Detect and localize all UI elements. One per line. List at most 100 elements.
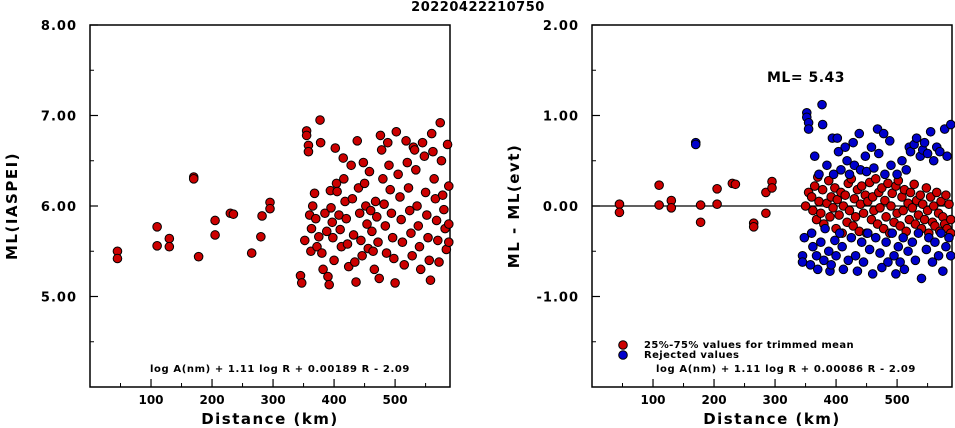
left-point-series-0: [321, 226, 332, 237]
right-point-series-1: [840, 142, 851, 152]
right-y-tick-label: 2.00: [543, 19, 579, 34]
right-point-series-0: [800, 201, 811, 211]
left-point-series-0: [442, 139, 453, 150]
left-point-series-0: [371, 212, 382, 222]
left-point-series-0: [365, 205, 376, 216]
right-point-series-1: [880, 169, 890, 180]
left-point-series-0: [362, 219, 372, 229]
right-point-series-1: [806, 228, 817, 238]
left-point-series-0: [411, 165, 421, 175]
left-point-series-0: [439, 204, 449, 215]
right-point-series-0: [695, 217, 706, 228]
right-point-series-1: [895, 257, 905, 267]
right-point-series-1: [869, 163, 879, 173]
right-point-series-0: [654, 180, 664, 190]
right-point-series-1: [838, 264, 849, 275]
right-x-tick-label: 400: [824, 393, 849, 407]
right-point-series-1: [934, 146, 945, 157]
left-point-series-0: [326, 203, 336, 213]
left-y-tick-label: 7.00: [41, 110, 77, 125]
right-point-series-0: [881, 212, 891, 222]
right-point-series-1: [903, 246, 913, 257]
left-point-series-0: [367, 226, 377, 237]
right-point-series-1: [899, 264, 910, 275]
right-point-series-1: [928, 155, 939, 166]
left-point-series-0: [417, 137, 428, 148]
right-point-series-1: [875, 248, 885, 258]
left-point-series-0: [152, 222, 162, 232]
left-point-series-0: [399, 260, 410, 270]
right-point-series-1: [832, 133, 843, 143]
right-point-series-1: [816, 237, 826, 247]
left-point-series-0: [419, 151, 430, 162]
right-point-series-0: [767, 183, 777, 193]
right-point-series-1: [820, 223, 830, 234]
right-point-series-0: [870, 174, 881, 184]
left-point-series-0: [434, 257, 444, 267]
right-point-series-1: [843, 255, 854, 266]
left-point-series-0: [188, 174, 199, 184]
left-point-series-0: [424, 255, 435, 266]
right-point-series-1: [881, 237, 891, 247]
left-point-series-0: [443, 219, 454, 229]
right-point-series-1: [819, 255, 829, 266]
right-point-series-0: [928, 201, 939, 211]
left-point-series-0: [409, 145, 420, 155]
legend-marker-trimmed: [618, 340, 628, 350]
right-point-series-0: [880, 195, 890, 206]
left-point-series-0: [332, 186, 342, 197]
right-point-series-1: [936, 228, 946, 238]
right-point-series-1: [893, 241, 904, 252]
left-x-tick-label: 300: [261, 393, 286, 407]
left-point-series-0: [390, 278, 400, 288]
left-point-series-0: [112, 253, 123, 264]
left-point-series-0: [329, 255, 339, 266]
right-point-series-1: [858, 257, 869, 267]
left-point-series-0: [342, 239, 353, 249]
right-point-series-0: [856, 181, 867, 191]
right-point-series-1: [811, 250, 822, 261]
right-point-series-1: [927, 257, 938, 267]
left-point-series-0: [429, 174, 439, 184]
right-point-series-0: [654, 200, 664, 210]
left-point-series-0: [330, 143, 341, 153]
right-point-series-1: [887, 228, 898, 238]
right-point-series-0: [850, 212, 861, 222]
right-point-series-1: [898, 232, 908, 243]
left-point-series-0: [228, 209, 239, 219]
left-point-series-0: [387, 232, 398, 243]
right-point-series-1: [833, 146, 844, 157]
left-point-series-0: [375, 130, 386, 141]
right-point-series-1: [822, 160, 832, 171]
right-point-series-0: [730, 179, 741, 190]
left-x-tick-label: 400: [322, 393, 347, 407]
right-x-tick-label: 500: [885, 393, 910, 407]
left-point-series-0: [306, 223, 317, 234]
right-point-series-1: [837, 241, 847, 252]
right-point-series-1: [848, 137, 858, 148]
right-point-series-0: [817, 184, 828, 195]
right-point-series-1: [891, 269, 901, 279]
left-point-series-0: [420, 187, 431, 198]
right-point-series-1: [889, 250, 899, 261]
left-point-series-0: [152, 241, 162, 251]
left-point-series-0: [257, 211, 267, 221]
left-point-series-0: [423, 232, 433, 243]
left-point-series-0: [437, 190, 448, 200]
right-point-series-1: [907, 237, 918, 247]
left-point-series-0: [386, 208, 397, 219]
right-point-series-1: [854, 128, 865, 139]
right-point-series-1: [919, 137, 930, 148]
left-point-series-0: [315, 115, 325, 125]
right-point-series-1: [814, 169, 824, 180]
right-point-series-0: [917, 199, 928, 209]
left-point-series-0: [347, 193, 358, 204]
right-point-series-0: [858, 208, 869, 219]
left-point-series-0: [348, 230, 359, 240]
right-point-series-1: [886, 160, 896, 171]
left-point-series-0: [389, 253, 399, 264]
left-point-series-0: [351, 277, 361, 287]
right-point-series-1: [817, 119, 828, 130]
right-axis-ticks: -1.00 0.00 1.00 2.00 100 200 300 400 500: [537, 19, 929, 407]
